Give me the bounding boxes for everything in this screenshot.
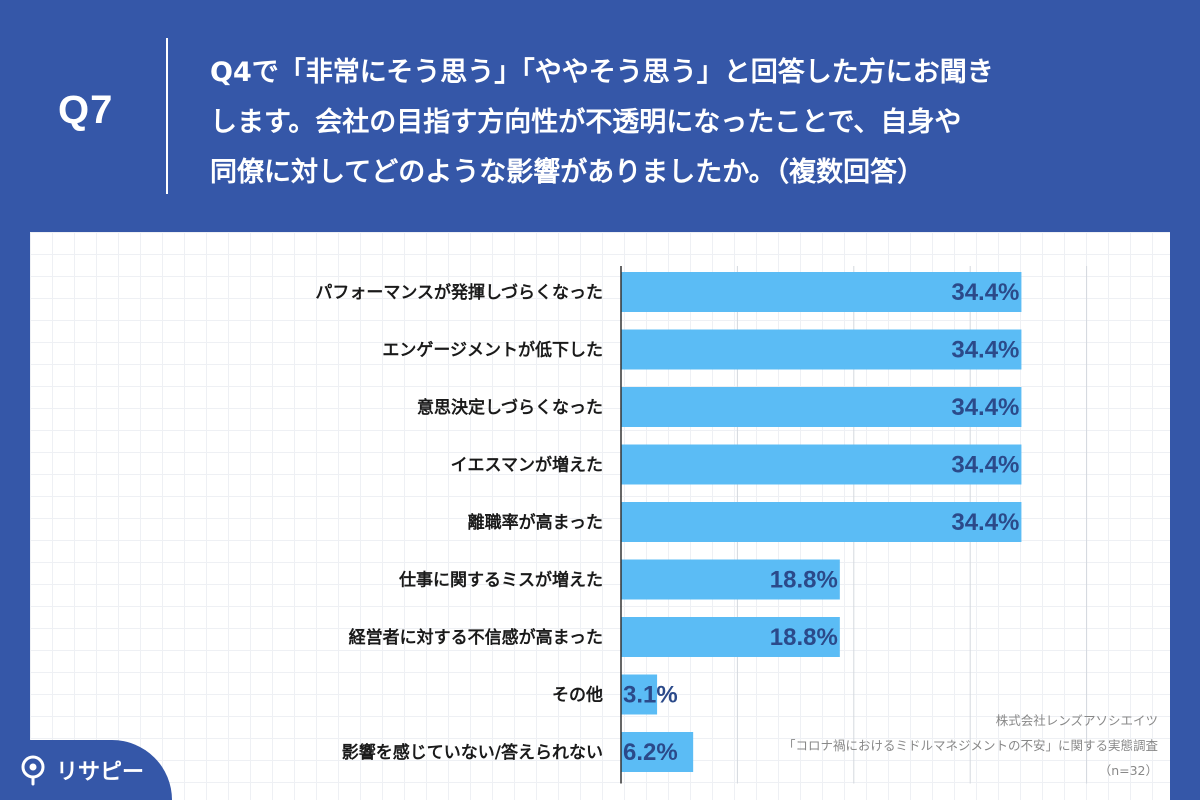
- header-divider: [166, 38, 168, 194]
- value-label: 34.4%: [951, 452, 1019, 479]
- brand-name: リサピー: [56, 760, 145, 785]
- value-label: 34.4%: [951, 279, 1019, 306]
- question-number: Q7: [58, 88, 114, 132]
- chart-panel: パフォーマンスが発揮しづらくなった 34.4% エンゲージメントが低下した 34.4%…: [30, 232, 1170, 800]
- value-label: 3.1%: [623, 682, 678, 709]
- category-label: イエスマンが増えた: [451, 455, 603, 476]
- pin-icon: [21, 755, 45, 786]
- question-text: Q4で「非常にそう思う」「ややそう思う」と回答した方にお聞き します。会社の目指…: [210, 48, 1170, 198]
- question-line: 同僚に対してどのような影響がありましたか。（複数回答）: [210, 157, 925, 188]
- bar: [621, 272, 1022, 312]
- source-survey: 「コロナ禍におけるミドルマネジメントの不安」に関する実態調査: [782, 738, 1158, 753]
- bar: [621, 444, 1022, 485]
- value-label: 34.4%: [951, 337, 1019, 364]
- bar-chart: パフォーマンスが発揮しづらくなった 34.4% エンゲージメントが低下した 34.4%…: [315, 266, 1088, 784]
- brand-badge: リサピー: [0, 740, 172, 800]
- category-label: 経営者に対する不信感が高まった: [349, 627, 603, 648]
- source-company: 株式会社レンズアソシエイツ: [995, 713, 1158, 728]
- bar: [621, 387, 1022, 427]
- bar: [621, 329, 1022, 370]
- source-note: 株式会社レンズアソシエイツ 「コロナ禍におけるミドルマネジメントの不安」に関する…: [783, 708, 1158, 783]
- bar: [621, 502, 1022, 542]
- value-label: 34.4%: [951, 394, 1019, 421]
- category-label: 意思決定しづらくなった: [417, 397, 603, 418]
- bar: [621, 559, 840, 600]
- category-label: その他: [552, 685, 603, 706]
- category-label: 離職率が高まった: [468, 512, 603, 533]
- value-label: 34.4%: [951, 509, 1019, 536]
- header: Q7 Q4で「非常にそう思う」「ややそう思う」と回答した方にお聞き します。会社…: [0, 0, 1200, 232]
- category-label: 影響を感じていない/答えられない: [342, 742, 603, 763]
- bar: [621, 674, 658, 715]
- category-label: 仕事に関するミスが増えた: [398, 570, 603, 591]
- category-label: パフォーマンスが発揮しづらくなった: [315, 282, 603, 303]
- question-line: します。会社の目指す方向性が不透明になったことで、自身や: [210, 107, 962, 138]
- bar: [621, 617, 840, 657]
- question-line: Q4で「非常にそう思う」「ややそう思う」と回答した方にお聞き: [210, 57, 994, 88]
- source-sample-size: （n=32）: [1098, 763, 1158, 778]
- bar: [621, 732, 694, 772]
- category-label: エンゲージメントが低下した: [382, 340, 603, 361]
- value-label: 18.8%: [770, 624, 838, 651]
- value-label: 6.2%: [623, 739, 678, 766]
- value-label: 18.8%: [770, 567, 838, 594]
